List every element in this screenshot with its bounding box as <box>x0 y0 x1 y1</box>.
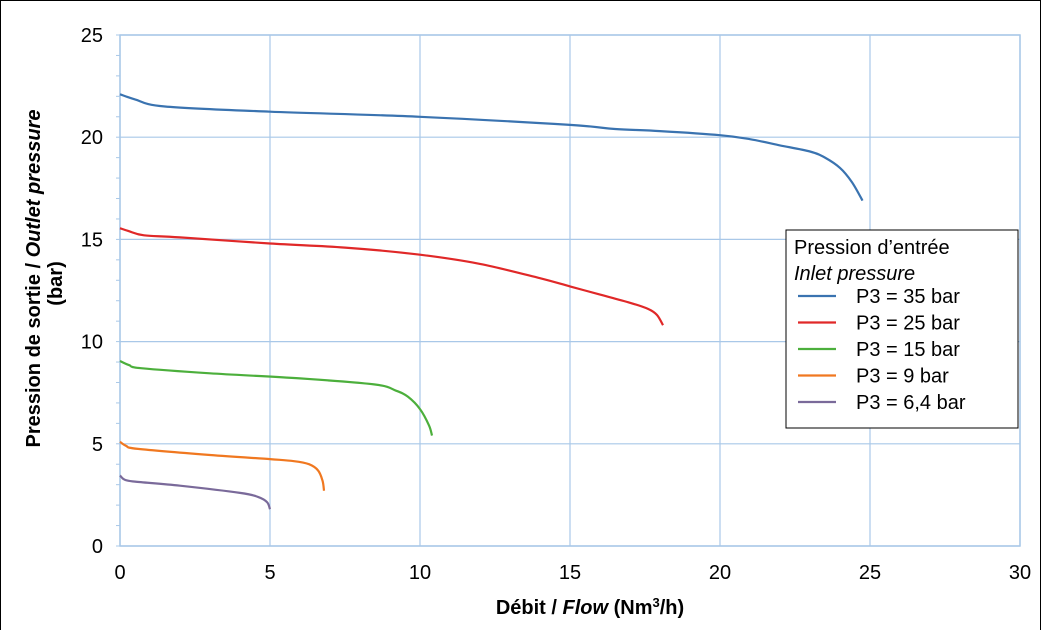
y-axis-title-line2: (bar) <box>45 261 67 305</box>
series-lines <box>119 93 864 510</box>
legend-label-1: P3 = 35 bar <box>856 286 960 308</box>
legend-title: Pression d’entrée <box>794 237 950 259</box>
legend: Pression d’entrée Inlet pressure P3 = 35… <box>785 229 1019 429</box>
x-tick-label: 10 <box>409 562 431 584</box>
legend-label-5: P3 = 6,4 bar <box>856 392 966 414</box>
y-tick-label: 15 <box>81 229 103 251</box>
legend-label-4: P3 = 9 bar <box>856 366 949 388</box>
series-line-3 <box>119 360 434 436</box>
y-axis-title: Pression de sortie / Outlet pressure (ba… <box>23 110 67 448</box>
x-tick-label: 25 <box>859 562 881 584</box>
y-tick-label: 0 <box>92 536 103 558</box>
y-tick-label: 10 <box>81 332 103 354</box>
legend-box <box>785 229 1019 429</box>
series-line-2 <box>119 227 664 326</box>
y-tick-label: 25 <box>81 25 103 47</box>
y-tick-label: 20 <box>81 127 103 149</box>
legend-items: P3 = 35 bar P3 = 25 bar P3 = 15 bar P3 = 9 … <box>798 286 966 414</box>
legend-label-3: P3 = 15 bar <box>856 339 960 361</box>
x-axis-title: Débit / Flow (Nm3/h) <box>496 595 684 620</box>
plot-area <box>119 34 1021 547</box>
series-line-4 <box>119 440 326 491</box>
x-tick-label: 30 <box>1009 562 1031 584</box>
x-tick-label: 15 <box>559 562 581 584</box>
x-tick-label: 20 <box>709 562 731 584</box>
legend-subtitle: Inlet pressure <box>794 263 915 285</box>
legend-label-2: P3 = 25 bar <box>856 313 960 335</box>
x-tick-label: 5 <box>264 562 275 584</box>
x-tick-label: 0 <box>114 562 125 584</box>
series-line-5 <box>119 474 272 510</box>
y-tick-label: 5 <box>92 434 103 456</box>
y-axis-title-line1: Pression de sortie / Outlet pressure <box>23 110 45 448</box>
series-line-1 <box>119 93 864 202</box>
tick-labels: 0 5 10 15 20 25 30 0 5 10 15 20 25 <box>81 25 1031 584</box>
